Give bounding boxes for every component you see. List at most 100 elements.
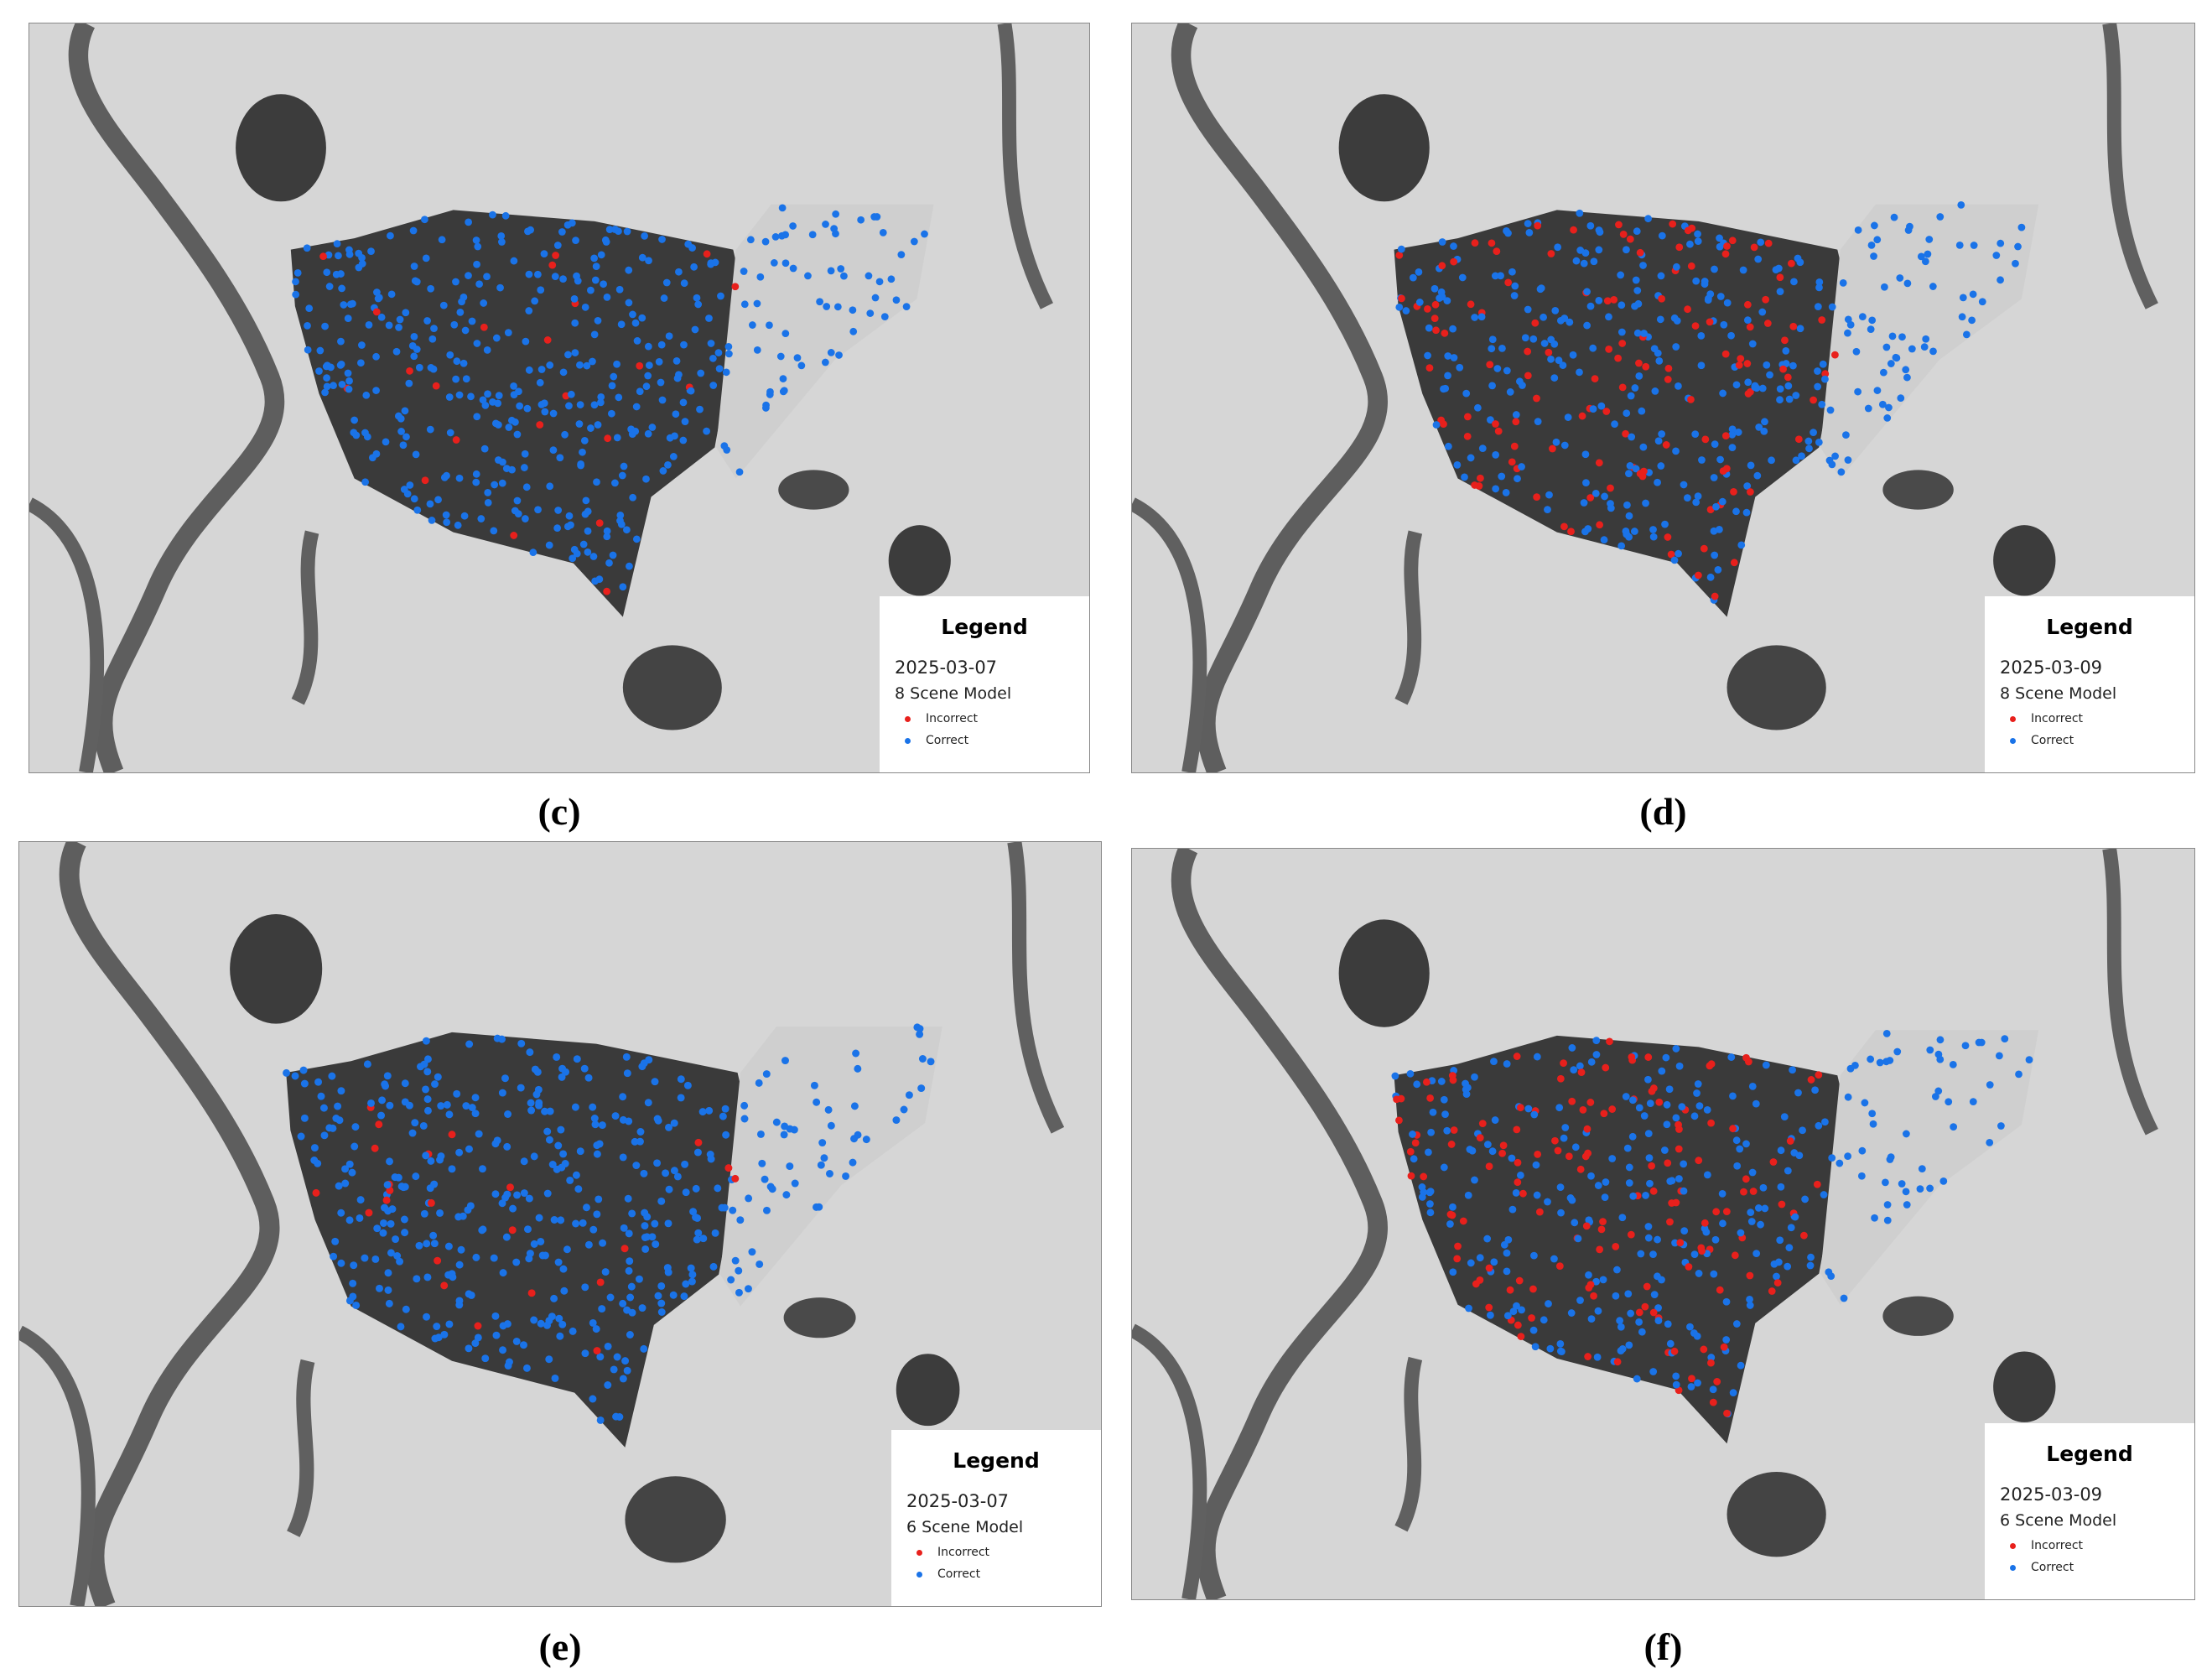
sample-point	[1815, 439, 1823, 446]
sample-point	[659, 467, 667, 475]
sample-point	[1426, 1209, 1435, 1217]
lake	[236, 94, 326, 202]
sample-point	[1654, 1235, 1661, 1244]
sample-point	[478, 1165, 486, 1173]
sample-point	[1716, 234, 1723, 242]
legend-date: 2025-03-09	[2000, 658, 2103, 678]
sample-point	[1415, 268, 1423, 276]
sample-point	[303, 244, 311, 252]
sample-point	[431, 1080, 439, 1089]
sample-point	[665, 332, 673, 340]
sample-point	[1488, 1147, 1497, 1156]
sample-point	[355, 263, 363, 272]
sample-point	[1443, 1126, 1451, 1135]
sample-point	[603, 293, 611, 301]
sample-point	[529, 548, 537, 557]
sample-point	[1545, 1300, 1552, 1307]
sample-point	[681, 418, 689, 426]
sample-point	[517, 1039, 526, 1047]
sample-point	[613, 1353, 621, 1361]
sample-point	[1570, 226, 1577, 234]
sample-point	[1649, 1187, 1658, 1195]
sample-point	[1422, 1078, 1431, 1086]
sample-point	[1530, 1110, 1539, 1119]
sample-point	[1444, 352, 1452, 360]
sample-point	[1752, 1250, 1761, 1258]
sample-point	[1426, 1200, 1434, 1208]
sample-point	[460, 512, 469, 520]
sample-point	[1789, 361, 1797, 370]
sample-point	[1828, 1154, 1836, 1162]
sample-point	[522, 515, 529, 522]
sample-point	[595, 1195, 603, 1203]
sample-point	[1525, 228, 1534, 237]
lake-main	[1394, 210, 1848, 617]
lake-main	[1394, 1035, 1848, 1444]
sample-point	[356, 1214, 364, 1222]
sample-point	[640, 1169, 648, 1177]
sample-point	[1746, 1271, 1754, 1280]
sample-point	[503, 1190, 511, 1198]
sample-point	[550, 1294, 558, 1302]
sample-point	[675, 371, 683, 379]
legend-item: Incorrect	[2000, 1535, 2179, 1557]
sample-point	[553, 524, 562, 533]
sample-point	[1694, 1080, 1702, 1088]
sample-point	[1762, 295, 1770, 304]
sample-point	[395, 324, 402, 331]
sample-point	[735, 1288, 743, 1297]
lake-main	[286, 1032, 748, 1448]
sample-point	[709, 382, 718, 389]
sample-point	[1510, 442, 1519, 450]
sample-point	[781, 1057, 789, 1065]
legend-title: Legend	[2046, 1442, 2133, 1466]
sample-point	[1398, 294, 1405, 303]
sample-point	[530, 1240, 538, 1248]
sample-point	[636, 1137, 644, 1146]
sample-point	[1409, 1131, 1416, 1138]
sample-point	[745, 1194, 753, 1203]
sample-point	[1819, 360, 1827, 368]
sample-point	[1582, 1222, 1591, 1230]
sample-point	[1709, 1398, 1717, 1406]
sample-point	[1557, 1348, 1566, 1356]
sample-point	[1704, 296, 1712, 304]
sample-point	[514, 510, 522, 518]
sample-point	[1675, 243, 1684, 252]
sample-point	[1666, 1339, 1675, 1348]
sample-point	[399, 441, 408, 450]
sample-point	[584, 548, 592, 556]
sample-point	[1524, 1105, 1533, 1113]
sample-point	[1936, 1036, 1945, 1044]
sample-point	[1658, 430, 1666, 438]
sample-point	[1739, 266, 1747, 274]
sample-point	[472, 470, 480, 478]
sample-point	[1567, 528, 1575, 536]
sample-point	[604, 434, 612, 443]
sample-point	[491, 1312, 500, 1320]
sample-point	[1778, 1200, 1786, 1209]
sample-point	[1547, 250, 1555, 257]
sample-point	[1491, 272, 1499, 280]
sample-point	[384, 1286, 392, 1294]
sample-point	[1828, 303, 1836, 311]
sample-point	[1691, 322, 1700, 330]
sample-point	[687, 1264, 695, 1272]
sample-point	[406, 481, 414, 489]
sample-point	[548, 1161, 557, 1168]
river	[68, 23, 285, 772]
sample-point	[426, 500, 434, 508]
sample-point	[1760, 427, 1768, 435]
sample-point	[818, 1139, 827, 1147]
sample-point	[849, 327, 858, 335]
sample-point	[315, 367, 323, 375]
sample-point	[590, 330, 599, 339]
sample-point	[1596, 1245, 1604, 1254]
sample-point	[558, 228, 566, 236]
sample-point	[677, 1075, 685, 1084]
legend-title: Legend	[953, 1448, 1040, 1473]
sample-point	[402, 309, 410, 317]
sample-point	[444, 1242, 453, 1250]
sample-point	[1690, 1112, 1699, 1120]
sample-point	[471, 1094, 480, 1102]
